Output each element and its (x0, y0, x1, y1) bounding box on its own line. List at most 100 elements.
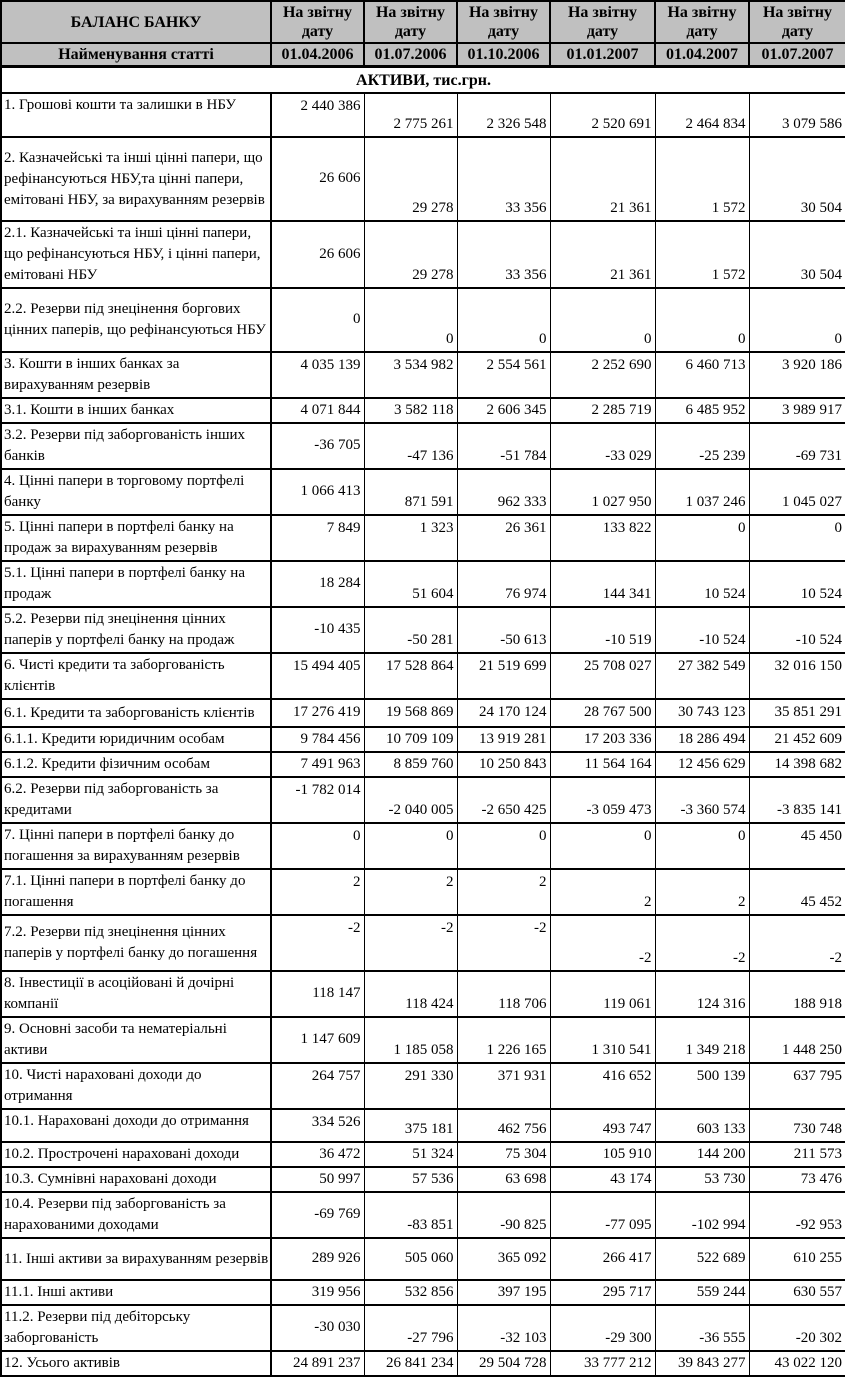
table-header: БАЛАНС БАНКУ На звітну дату На звітну да… (0, 0, 845, 94)
value-cell: 603 133 (654, 1108, 750, 1143)
value-cell: 1 066 413 (270, 468, 365, 516)
value-cell: 266 417 (549, 1237, 656, 1281)
value-cell: -25 239 (654, 422, 750, 470)
table-row: 6. Чисті кредити та заборгованість клієн… (0, 652, 845, 700)
table-row: 9. Основні засоби та нематеріальні актив… (0, 1016, 845, 1064)
value-cell: 51 604 (363, 560, 458, 608)
table-row: 3.1. Кошти в інших банках 4 071 844 3 582 … (0, 397, 845, 424)
value-cell: 416 652 (549, 1062, 656, 1110)
value-cell: 11 564 164 (549, 751, 656, 778)
value-cell: -69 769 (270, 1191, 365, 1239)
value-cell: 36 472 (270, 1141, 365, 1168)
row-label: 11.2. Резерви під дебіторську заборгован… (0, 1304, 272, 1352)
value-cell: 3 582 118 (363, 397, 458, 424)
value-cell: 295 717 (549, 1279, 656, 1306)
value-cell: 28 767 500 (549, 698, 656, 728)
value-cell: 19 568 869 (363, 698, 458, 728)
value-cell: 0 (654, 822, 750, 870)
row-label: 5.2. Резерви під знецінення цінних папер… (0, 606, 272, 654)
value-cell: 26 361 (456, 514, 551, 562)
row-label: 8. Інвестиції в асоційовані й дочірні ко… (0, 970, 272, 1018)
table-row: 7. Цінні папери в портфелі банку до пога… (0, 822, 845, 870)
value-cell: 3 920 186 (748, 351, 845, 399)
value-cell: -29 300 (549, 1304, 656, 1352)
table-row: 11. Інші активи за вирахуванням резервів… (0, 1237, 845, 1281)
row-label: 3.1. Кошти в інших банках (0, 397, 272, 424)
value-cell: -36 555 (654, 1304, 750, 1352)
value-cell: -10 519 (549, 606, 656, 654)
value-cell: 1 448 250 (748, 1016, 845, 1064)
section-title: АКТИВИ, тис.грн. (0, 65, 845, 94)
value-cell: -3 835 141 (748, 776, 845, 824)
header-row-title: БАЛАНС БАНКУ На звітну дату На звітну да… (0, 0, 845, 44)
value-cell: 9 784 456 (270, 726, 365, 753)
value-cell: 211 573 (748, 1141, 845, 1168)
value-cell: -77 095 (549, 1191, 656, 1239)
value-cell: 6 460 713 (654, 351, 750, 399)
value-cell: 397 195 (456, 1279, 551, 1306)
row-label: 12. Усього активів (0, 1350, 272, 1377)
value-cell: 21 519 699 (456, 652, 551, 700)
table-row: 2. Казначейські та інші цінні папери, що… (0, 136, 845, 222)
value-cell: 291 330 (363, 1062, 458, 1110)
row-label: 3. Кошти в інших банках за вирахуванням … (0, 351, 272, 399)
value-cell: 532 856 (363, 1279, 458, 1306)
table-row: 10.4. Резерви під заборгованість за нара… (0, 1191, 845, 1239)
value-cell: -2 (456, 914, 551, 972)
value-cell: 144 341 (549, 560, 656, 608)
row-label: 2.1. Казначейські та інші цінні папери, … (0, 220, 272, 289)
row-label: 5. Цінні папери в портфелі банку на прод… (0, 514, 272, 562)
value-cell: 0 (654, 514, 750, 562)
report-date-header: На звітну дату (363, 0, 458, 44)
value-cell: -92 953 (748, 1191, 845, 1239)
date-header: 01.01.2007 (549, 42, 656, 68)
value-cell: 493 747 (549, 1108, 656, 1143)
value-cell: 75 304 (456, 1141, 551, 1168)
report-date-header: На звітну дату (549, 0, 656, 44)
value-cell: 73 476 (748, 1166, 845, 1193)
value-cell: 1 226 165 (456, 1016, 551, 1064)
value-cell: 45 452 (748, 868, 845, 916)
value-cell: 10 709 109 (363, 726, 458, 753)
table-row: 5.1. Цінні папери в портфелі банку на пр… (0, 560, 845, 608)
value-cell: 105 910 (549, 1141, 656, 1168)
value-cell: 50 997 (270, 1166, 365, 1193)
value-cell: 35 851 291 (748, 698, 845, 728)
row-label: 2. Казначейські та інші цінні папери, що… (0, 136, 272, 222)
value-cell: 7 491 963 (270, 751, 365, 778)
value-cell: -2 650 425 (456, 776, 551, 824)
row-label: 5.1. Цінні папери в портфелі банку на пр… (0, 560, 272, 608)
row-label: 10.1. Нараховані доходи до отримання (0, 1108, 272, 1143)
value-cell: 133 822 (549, 514, 656, 562)
table-row: 5. Цінні папери в портфелі банку на прод… (0, 514, 845, 562)
value-cell: 6 485 952 (654, 397, 750, 424)
value-cell: 2 326 548 (456, 92, 551, 138)
table-row: 6.1.1. Кредити юридичним особам 9 784 456… (0, 726, 845, 753)
value-cell: 0 (456, 822, 551, 870)
table-row: 10.3. Сумнівні нараховані доходи 50 997 57… (0, 1166, 845, 1193)
row-label: 6.2. Резерви під заборгованість за креди… (0, 776, 272, 824)
value-cell: 119 061 (549, 970, 656, 1018)
report-date-header: На звітну дату (270, 0, 365, 44)
value-cell: 1 349 218 (654, 1016, 750, 1064)
row-label: 11. Інші активи за вирахуванням резервів (0, 1237, 272, 1281)
value-cell: 2 554 561 (456, 351, 551, 399)
value-cell: 319 956 (270, 1279, 365, 1306)
value-cell: 3 534 982 (363, 351, 458, 399)
value-cell: 26 606 (270, 136, 365, 222)
table-row: 6.1.2. Кредити фізичним особам 7 491 963 8… (0, 751, 845, 778)
value-cell: 365 092 (456, 1237, 551, 1281)
name-column-header: Найменування статті (0, 42, 272, 68)
section-row: АКТИВИ, тис.грн. (0, 65, 845, 94)
value-cell: 29 504 728 (456, 1350, 551, 1377)
value-cell: 25 708 027 (549, 652, 656, 700)
value-cell: 39 843 277 (654, 1350, 750, 1377)
value-cell: 2 775 261 (363, 92, 458, 138)
value-cell: 2 520 691 (549, 92, 656, 138)
value-cell: 15 494 405 (270, 652, 365, 700)
table-row: 11.2. Резерви під дебіторську заборгован… (0, 1304, 845, 1352)
table-row: 3. Кошти в інших банках за вирахуванням … (0, 351, 845, 399)
value-cell: -90 825 (456, 1191, 551, 1239)
